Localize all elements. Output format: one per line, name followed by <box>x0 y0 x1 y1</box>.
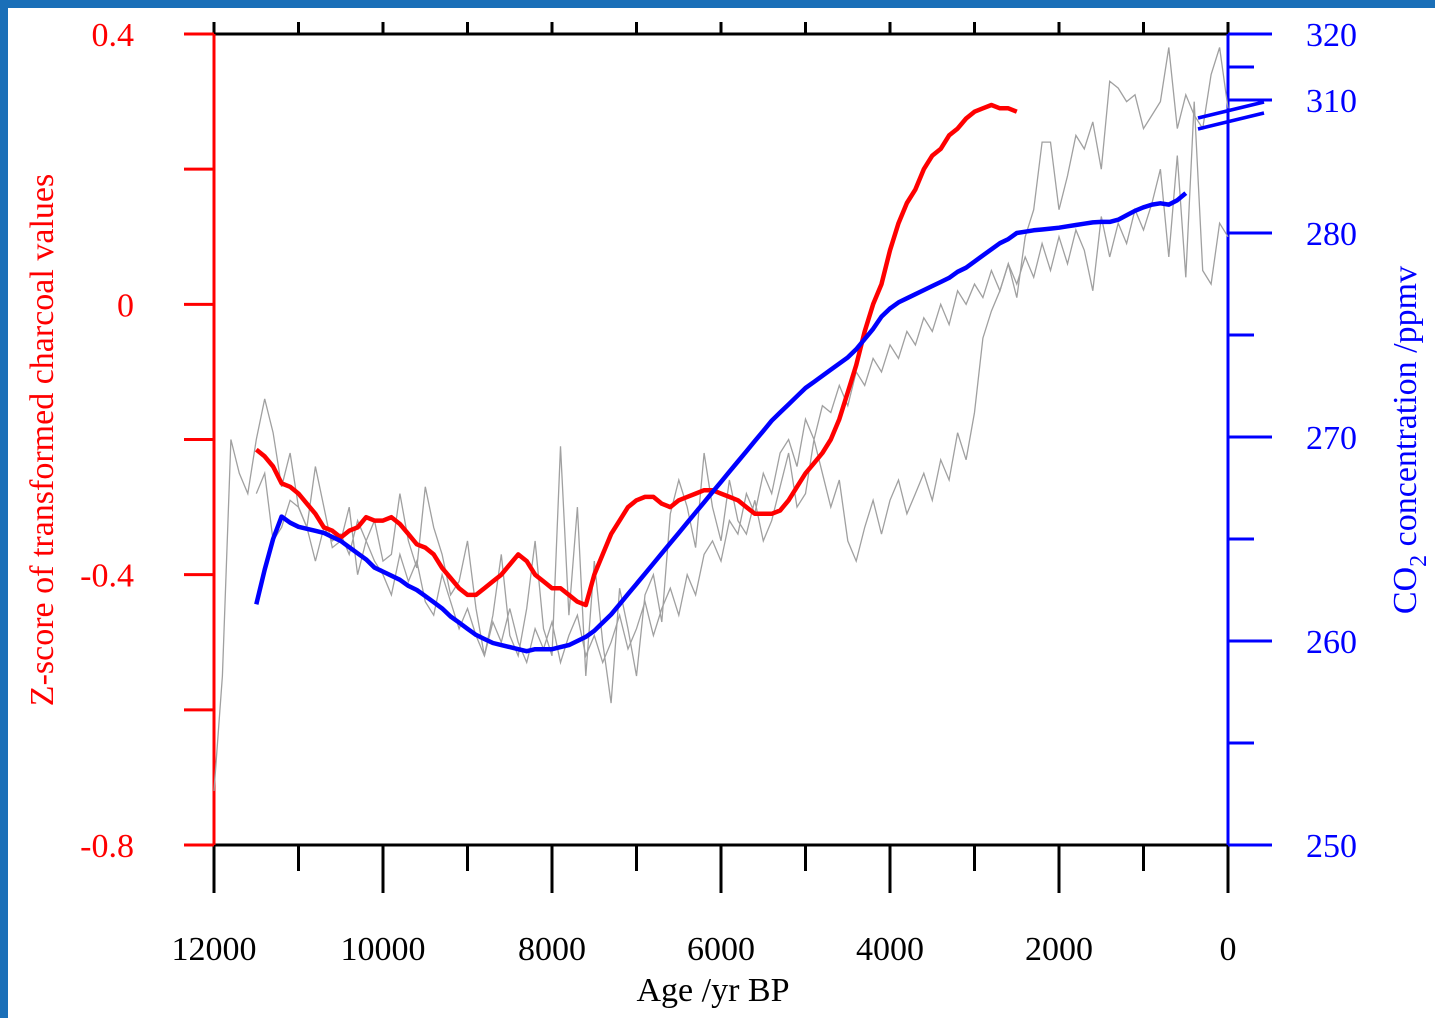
x-tick-label: 0 <box>1220 931 1237 968</box>
left-tick-label: -0.4 <box>80 558 134 595</box>
smooth-series-group <box>254 102 1188 654</box>
x-tick-label: 8000 <box>518 931 586 968</box>
right-axis-title: CO2 concentration /ppmv <box>1387 266 1432 614</box>
x-tick-label: 4000 <box>856 931 924 968</box>
right-axis-title-subscript: 2 <box>1406 555 1432 567</box>
left-axis-title: Z-score of transformed charcoal values <box>24 174 61 706</box>
x-ticks-group: 12000 10000 8000 6000 4000 2000 0 <box>172 22 1237 968</box>
chart-svg: 12000 10000 8000 6000 4000 2000 0 0.4 0 -0.4 -0.8… <box>24 17 1432 1009</box>
right-tick-label: 320 <box>1306 17 1357 54</box>
axis-break-group <box>1197 100 1265 131</box>
right-tick-label: 310 <box>1306 83 1357 120</box>
axis-break-mark <box>1197 100 1265 120</box>
charcoal-zscore-line <box>254 102 1018 608</box>
raw-series-line-1 <box>255 101 1229 666</box>
right-tick-label: 250 <box>1306 828 1357 865</box>
left-tick-label: 0.4 <box>92 17 135 54</box>
raw-series-group <box>213 47 1229 791</box>
right-axis-title-part1: CO <box>1387 567 1424 614</box>
right-tick-label: 270 <box>1306 420 1357 457</box>
right-axis-title-part2: concentration /ppmv <box>1387 266 1424 555</box>
x-axis-title: Age /yr BP <box>637 972 790 1009</box>
x-tick-label: 10000 <box>341 931 426 968</box>
x-tick-label: 12000 <box>172 931 257 968</box>
right-ticks-group: 320 310 280 270 260 250 <box>1228 17 1357 865</box>
chart-frame: 12000 10000 8000 6000 4000 2000 0 0.4 0 -0.4 -0.8… <box>8 8 1435 1018</box>
axis-break-mark <box>1197 111 1265 131</box>
left-ticks-group: 0.4 0 -0.4 -0.8 <box>80 17 214 865</box>
x-tick-label: 2000 <box>1025 931 1093 968</box>
raw-series-line-0 <box>213 47 1229 791</box>
x-tick-label: 6000 <box>687 931 755 968</box>
left-tick-label: -0.8 <box>80 828 134 865</box>
left-tick-label: 0 <box>117 287 134 324</box>
right-tick-label: 260 <box>1306 624 1357 661</box>
co2-line <box>254 191 1188 654</box>
right-tick-label: 280 <box>1306 216 1357 253</box>
